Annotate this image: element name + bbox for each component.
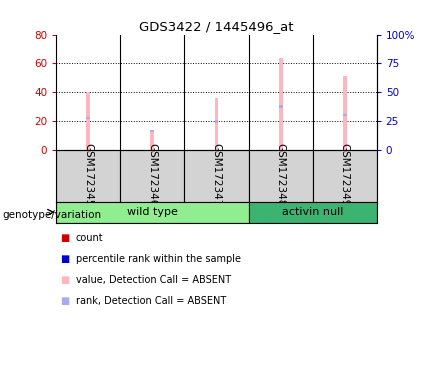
Text: activin null: activin null bbox=[282, 207, 343, 217]
Bar bbox=[151, 131, 154, 149]
Text: ■: ■ bbox=[61, 254, 70, 264]
Text: rank, Detection Call = ABSENT: rank, Detection Call = ABSENT bbox=[76, 296, 226, 306]
Bar bbox=[56, 202, 249, 223]
Bar bbox=[249, 149, 313, 202]
Bar bbox=[313, 149, 377, 202]
Title: GDS3422 / 1445496_at: GDS3422 / 1445496_at bbox=[139, 20, 294, 33]
Text: wild type: wild type bbox=[127, 207, 178, 217]
Bar bbox=[184, 149, 249, 202]
Text: genotype/variation: genotype/variation bbox=[2, 210, 101, 220]
Text: ■: ■ bbox=[61, 233, 70, 243]
Bar bbox=[120, 149, 184, 202]
Bar bbox=[343, 76, 346, 149]
Text: GSM172349: GSM172349 bbox=[339, 143, 350, 206]
Bar bbox=[151, 130, 154, 132]
Bar bbox=[215, 98, 218, 149]
Text: percentile rank within the sample: percentile rank within the sample bbox=[76, 254, 241, 264]
Text: GSM172346: GSM172346 bbox=[147, 143, 158, 206]
Bar bbox=[215, 121, 218, 122]
Text: ■: ■ bbox=[61, 296, 70, 306]
Bar bbox=[279, 58, 282, 149]
Bar bbox=[343, 114, 346, 116]
Text: ■: ■ bbox=[61, 275, 70, 285]
Bar bbox=[56, 149, 120, 202]
Text: GSM172345: GSM172345 bbox=[83, 143, 94, 206]
Bar bbox=[279, 105, 282, 108]
Text: value, Detection Call = ABSENT: value, Detection Call = ABSENT bbox=[76, 275, 231, 285]
Bar bbox=[249, 202, 377, 223]
Text: GSM172348: GSM172348 bbox=[275, 143, 286, 206]
Bar bbox=[87, 92, 90, 149]
Bar bbox=[87, 117, 90, 119]
Text: GSM172347: GSM172347 bbox=[211, 143, 222, 206]
Text: count: count bbox=[76, 233, 103, 243]
